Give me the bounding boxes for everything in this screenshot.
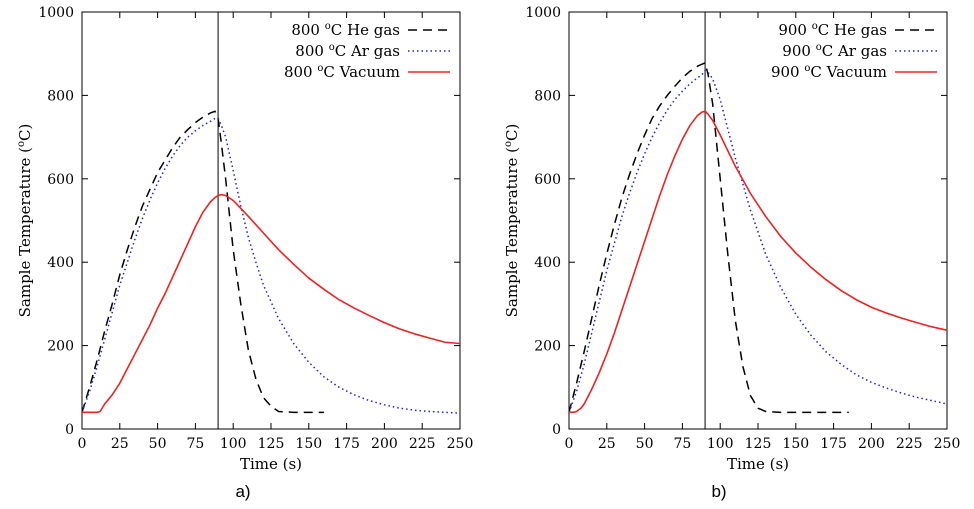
text-part: C) — [16, 124, 34, 141]
panel-label: a) — [235, 482, 250, 501]
x-tick-label: 250 — [447, 436, 474, 452]
text-part: 800 — [284, 63, 317, 81]
superscript-o: o — [317, 63, 323, 74]
y-tick-label: 800 — [534, 88, 561, 104]
text-part: 900 — [771, 63, 804, 81]
y-tick-label: 0 — [65, 422, 74, 438]
legend-label-1: 900 oC He gas — [778, 21, 887, 39]
text-part: C He gas — [331, 21, 400, 39]
x-tick-label: 50 — [149, 436, 167, 452]
x-tick-label: 150 — [295, 436, 322, 452]
x-axis-title: Time (s) — [240, 455, 302, 473]
legend-label-2: 900 oC Ar gas — [782, 42, 887, 60]
y-tick-label: 0 — [552, 422, 561, 438]
x-axis-title: Time (s) — [727, 455, 789, 473]
x-tick-label: 250 — [934, 436, 961, 452]
y-tick-label: 1000 — [38, 5, 74, 21]
text-part: 900 — [778, 21, 811, 39]
y-tick-label: 400 — [534, 255, 561, 271]
x-tick-label: 25 — [111, 436, 129, 452]
superscript-o: o — [325, 21, 331, 32]
x-tick-label: 25 — [598, 436, 616, 452]
text-part: C Vacuum — [810, 63, 887, 81]
text-part: C) — [503, 124, 521, 141]
series-group — [569, 62, 947, 414]
x-tick-label: 225 — [409, 436, 436, 452]
x-tick-label: 125 — [258, 436, 285, 452]
text-part: 800 — [291, 21, 324, 39]
plot-frame — [81, 11, 461, 430]
series-line-3 — [569, 110, 947, 414]
superscript-o: o — [329, 42, 335, 53]
y-tick-label: 600 — [47, 172, 74, 188]
y-tick-label: 400 — [47, 255, 74, 271]
x-tick-label: 175 — [820, 436, 847, 452]
superscript-o: o — [804, 63, 810, 74]
legend-label-3: 900 oC Vacuum — [771, 63, 887, 81]
text-part: C Ar gas — [822, 42, 887, 60]
text-part: C He gas — [818, 21, 887, 39]
text-part: Sample Temperature ( — [16, 147, 34, 317]
panel-label: b) — [711, 482, 726, 501]
x-tick-label: 0 — [78, 436, 87, 452]
legend-label-2: 800 oC Ar gas — [295, 42, 400, 60]
series-line-1 — [82, 110, 324, 414]
x-tick-label: 125 — [745, 436, 772, 452]
x-tick-label: 100 — [220, 436, 247, 452]
legend-label-1: 800 oC He gas — [291, 21, 400, 39]
x-tick-label: 0 — [565, 436, 574, 452]
superscript-o: o — [503, 141, 514, 147]
y-tick-label: 200 — [47, 339, 74, 355]
x-tick-label: 200 — [858, 436, 885, 452]
y-tick-label: 600 — [534, 172, 561, 188]
x-tick-label: 225 — [896, 436, 923, 452]
chart-panel-a: 0 25 50 75 100 125 150 175 200 225 250 0 200 400 600 80… — [16, 5, 474, 501]
text-part: 800 — [295, 42, 328, 60]
series-line-1 — [569, 62, 849, 414]
x-tick-label: 175 — [333, 436, 360, 452]
legend-label-3: 800 oC Vacuum — [284, 63, 400, 81]
y-axis-title: Sample Temperature (oC) — [503, 124, 521, 318]
series-group — [82, 110, 460, 414]
text-part: C Vacuum — [323, 63, 400, 81]
y-tick-label: 200 — [534, 339, 561, 355]
y-tick-label: 1000 — [525, 5, 561, 21]
text-part: Sample Temperature ( — [503, 147, 521, 317]
x-tick-label: 75 — [186, 436, 204, 452]
superscript-o: o — [16, 141, 27, 147]
text-part: C Ar gas — [335, 42, 400, 60]
chart-panel-b: 0 25 50 75 100 125 150 175 200 225 250 0 200 400 600 80… — [503, 5, 961, 501]
x-tick-label: 75 — [673, 436, 691, 452]
y-axis-title: Sample Temperature (oC) — [16, 124, 34, 318]
series-line-2 — [569, 69, 947, 413]
text-part: 900 — [782, 42, 815, 60]
plot-frame — [568, 11, 948, 430]
x-tick-label: 50 — [636, 436, 654, 452]
series-line-2 — [82, 117, 460, 414]
x-tick-label: 100 — [707, 436, 734, 452]
x-tick-label: 150 — [782, 436, 809, 452]
superscript-o: o — [812, 21, 818, 32]
series-line-3 — [82, 193, 460, 414]
y-tick-label: 800 — [47, 88, 74, 104]
superscript-o: o — [816, 42, 822, 53]
x-tick-label: 200 — [371, 436, 398, 452]
